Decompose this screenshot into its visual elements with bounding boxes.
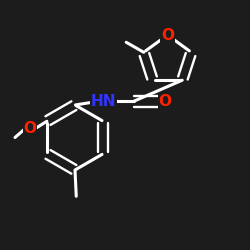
Text: HN: HN <box>91 94 116 109</box>
Text: O: O <box>161 28 174 42</box>
Text: O: O <box>24 121 36 136</box>
Text: O: O <box>158 94 172 109</box>
